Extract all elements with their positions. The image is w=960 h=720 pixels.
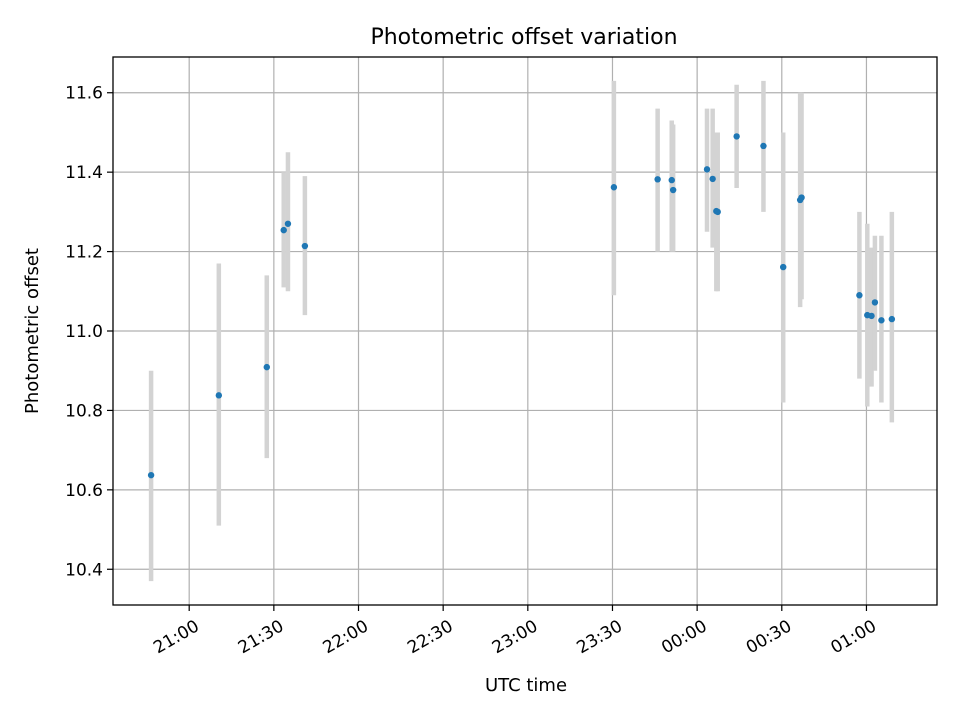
y-axis-label: Photometric offset: [22, 248, 43, 414]
x-tick-label: 00:30: [743, 616, 795, 658]
data-point-layer: [147, 133, 896, 479]
data-point: [888, 315, 896, 323]
grid-layer: [113, 57, 937, 605]
x-tick-label: 21:00: [150, 616, 202, 658]
data-point: [654, 176, 661, 183]
x-tick-label: 21:30: [235, 616, 287, 658]
x-tick-label: 01:00: [828, 616, 880, 658]
data-point: [280, 226, 287, 234]
data-point: [709, 175, 716, 183]
data-point: [878, 317, 885, 324]
y-tick-label: 11.6: [65, 84, 103, 104]
data-point: [780, 263, 787, 271]
data-point: [703, 166, 711, 173]
data-point: [669, 186, 677, 194]
x-axis-label: UTC time: [485, 675, 567, 696]
y-tick-label: 11.4: [65, 163, 103, 183]
data-point: [284, 220, 292, 227]
y-tick-label: 10.8: [65, 401, 103, 421]
data-point: [610, 184, 618, 191]
data-point: [215, 392, 223, 399]
data-point: [668, 176, 675, 184]
chart-title: Photometric offset variation: [370, 25, 677, 50]
x-tick-label: 22:00: [320, 616, 372, 658]
y-tick-label: 11.2: [65, 243, 103, 263]
data-point: [760, 142, 767, 150]
y-tick-label: 10.6: [65, 481, 103, 501]
data-point: [868, 312, 875, 320]
data-point: [714, 208, 721, 216]
data-point: [871, 299, 879, 306]
data-point: [263, 363, 270, 371]
x-tick-label: 22:30: [404, 616, 456, 658]
x-tick-label: 23:00: [489, 616, 541, 658]
x-axis-ticks: 21:00 21:30 22:00 22:30 23:00 23:30 00:00 00:30…: [150, 605, 880, 658]
y-tick-label: 10.4: [65, 560, 103, 580]
x-tick-label: 00:00: [658, 616, 710, 658]
data-point: [798, 194, 805, 201]
y-axis-ticks: 10.4 10.6 10.8 11.0 11.2 11.4 11.6: [65, 84, 113, 580]
data-point: [856, 292, 863, 299]
data-point: [147, 471, 155, 479]
data-point: [733, 133, 740, 140]
y-tick-label: 11.0: [65, 322, 103, 342]
data-point: [301, 242, 309, 250]
x-tick-label: 23:30: [574, 616, 626, 658]
